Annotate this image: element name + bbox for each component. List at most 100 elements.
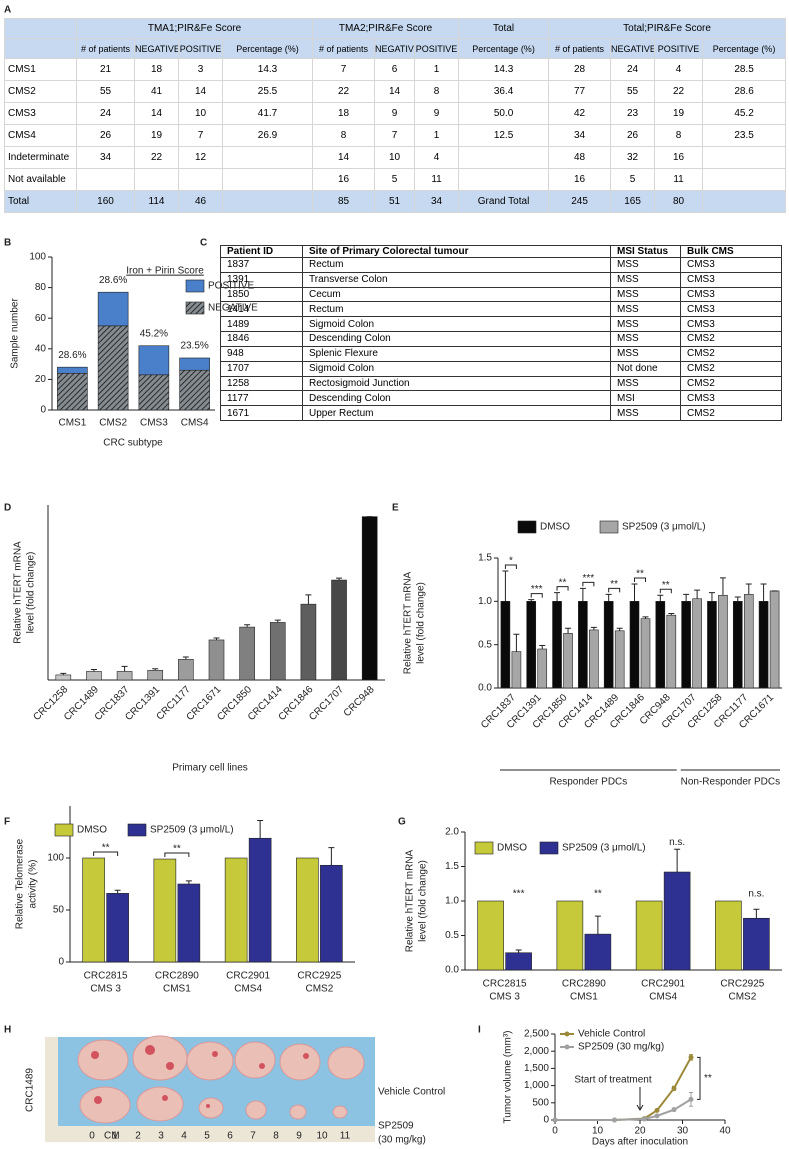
bar [97,325,129,411]
y-tick-label: 2.0 [445,827,459,838]
x-tick-label: CMS4 [649,992,677,1003]
table-cell: 50.0 [458,102,550,125]
bar [106,893,129,963]
table-cell: 55 [610,80,656,103]
table-body: CMS1 21 18 3 14.3 7 6 1 14.3 28 24 4 28.5 CMS2 55 41 14 2… [4,58,787,213]
table-cell: 3 [178,58,223,81]
table-cell: 9 [374,102,416,125]
x-axis-label: Days after inoculation [592,1137,688,1148]
bar [296,857,319,963]
table-cell: 1 [414,124,460,147]
tumor [327,1046,365,1080]
annotation-arrow [636,1087,644,1111]
table-cell: 16 [548,168,612,191]
x-tick-label: CRC2890 [562,979,606,990]
table-cell: Descending Colon [302,331,611,347]
bar [603,601,614,689]
table-cell: CMS2 [680,331,782,347]
table-cell: 19 [654,102,704,125]
table-row: 1846 Descending Colon MSS CMS2 [220,331,782,347]
tumor [198,1097,224,1119]
table-cell: 11 [654,168,704,191]
table-cell: CMS3 [680,286,782,303]
y-tick-label: 100 [29,252,46,263]
table-cell: 1707 [220,360,303,377]
table-cell: 10 [178,102,223,125]
bar [732,601,743,689]
x-tick-label: CMS1 [58,418,86,429]
significance-label: *** [583,573,595,584]
table-cell: 14 [312,146,376,169]
error-bar [90,669,97,672]
error-bar [590,626,597,630]
bar [97,291,129,327]
table-cell: 22 [134,146,179,169]
table-cell: 16 [312,168,376,191]
error-bar [631,583,638,602]
table-cell: 34 [548,124,612,147]
annotation: Start of treatment [574,1075,651,1086]
significance-label: *** [531,584,543,595]
table-cell: MSS [610,405,681,421]
table-cell: CMS2 [680,360,782,377]
error-bar [657,594,664,602]
ruler-label: 6 [227,1131,233,1142]
table-cell: CMS3 [680,257,782,273]
y-tick-label: 0.5 [478,639,492,650]
table-cell: 77 [548,80,612,103]
error-bar [244,624,251,628]
y-tick-label: 1.0 [478,596,492,607]
table-cell: Total [4,190,77,213]
bar [537,648,548,689]
table-cell [221,146,314,169]
y-tick-label: 50 [53,905,65,916]
table-cell: 10 [374,146,416,169]
header-row: # of patients NEGATIVE POSITIVE Percentage … [4,38,787,59]
table-cell: 1837 [220,257,303,273]
error-bar [719,577,726,596]
panel-label: I [478,1025,481,1036]
panel-label: E [392,503,399,514]
bar [666,614,677,689]
ruler-label: 4 [181,1131,187,1142]
table-cell: MSS [610,316,681,333]
table-cell: CMS2 [680,345,782,362]
table-cell: Upper Rectum [302,405,611,421]
table-cell: Descending Colon [302,390,611,407]
y-tick-label: 100 [47,853,64,864]
bar [640,618,651,689]
y-axis-label: level (fold change) [418,860,429,942]
y-axis-label: Relative Telomerase [15,838,26,929]
table-cell: MSS [610,257,681,273]
table-cell: CMS4 [4,124,77,147]
significance-bracket [530,593,543,598]
y-tick-label: 1,500 [524,1063,549,1074]
significance-label: ** [610,579,618,590]
y-axis-label: Tumor volume (mm³) [503,1031,514,1124]
bar [477,900,504,971]
table-cell: 23 [610,102,656,125]
tumor [77,1039,129,1081]
table-cell: 22 [654,80,704,103]
table-cell: 28.5 [702,58,787,81]
significance-bracket [634,577,646,582]
table-cell: 18 [134,58,179,81]
x-tick-label: CMS1 [163,984,191,995]
x-tick-label: CMS3 [140,418,168,429]
legend-label: SP2509 (3 μmol/L) [562,843,646,854]
table-row: 1837 Rectum MSS CMS3 [220,257,782,273]
bar [563,633,573,689]
bar [331,579,347,681]
table-cell: 25.5 [221,80,314,103]
bar [138,374,170,411]
error-bar [734,596,741,602]
significance-label: ** [559,577,567,588]
bar [743,594,754,689]
x-tick-label: CRC948 [342,684,377,719]
table-cell: 12.5 [458,124,550,147]
table-cell: CMS3 [680,301,782,318]
y-tick-label: 2,000 [524,1046,549,1057]
table-cell: Splenic Flexure [302,345,611,362]
ruler-label: 11 [340,1131,351,1142]
